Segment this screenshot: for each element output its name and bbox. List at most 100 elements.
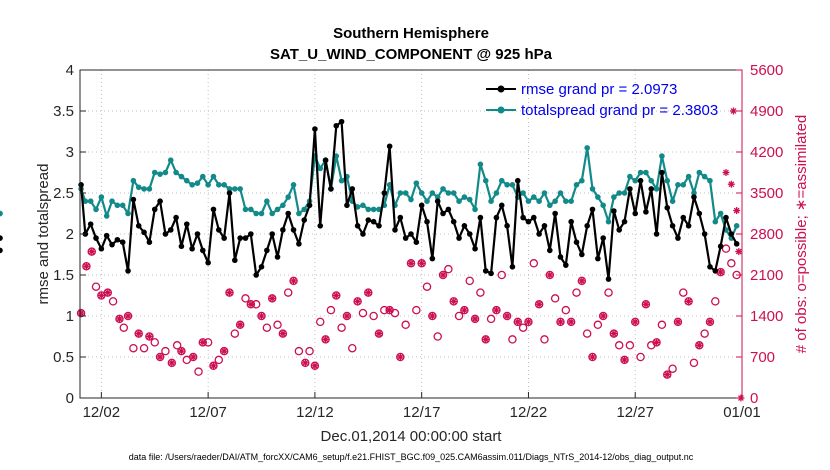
obs-possible-marker <box>326 305 336 315</box>
spread-point <box>296 210 302 217</box>
obs-possible-marker <box>582 329 592 338</box>
spread-point <box>563 198 569 204</box>
spread-point <box>183 177 190 184</box>
rmse-point <box>611 208 617 214</box>
spread-point <box>141 186 147 192</box>
spread-point <box>317 165 324 172</box>
obs-possible-marker <box>465 276 474 286</box>
obs-assimilated-marker <box>145 333 153 340</box>
obs-assimilated-marker <box>722 169 730 176</box>
spread-point <box>579 177 585 184</box>
rmse-point <box>653 231 660 237</box>
rmse-point <box>445 206 452 213</box>
obs-possible-marker <box>369 311 378 321</box>
obs-assimilated-marker <box>177 347 185 355</box>
spread-point <box>568 198 574 204</box>
obs-possible-marker <box>301 358 310 368</box>
obs-assimilated-marker <box>524 318 532 326</box>
rmse-point <box>264 247 270 254</box>
rmse-point <box>93 235 99 241</box>
obs-assimilated-marker <box>450 297 458 305</box>
spread-point <box>717 210 724 217</box>
spread-point <box>669 198 676 204</box>
obs-possible-marker <box>76 308 86 318</box>
y2-tick-label: 4200 <box>750 144 783 161</box>
obs-possible-marker <box>721 244 731 253</box>
obs-possible-marker <box>604 288 613 297</box>
x-axis-label: Dec.01,2014 00:00:00 start <box>321 428 503 445</box>
rmse-point <box>370 218 377 225</box>
obs-possible-marker <box>82 261 91 271</box>
rmse-point <box>466 231 473 237</box>
y2-axis-label: # of obs: o=possible; ∗=assimilated <box>793 115 810 354</box>
obs-possible-marker <box>406 259 416 268</box>
spread-point <box>472 206 478 213</box>
obs-possible-marker <box>167 358 177 368</box>
spread-point <box>637 169 644 176</box>
series-lines <box>0 118 740 282</box>
obs-assimilated-marker <box>717 268 725 276</box>
obs-assimilated-marker <box>199 338 207 346</box>
obs-possible-marker <box>486 314 496 324</box>
obs-assimilated-marker <box>492 306 500 314</box>
spread-point <box>402 190 409 196</box>
rmse-point <box>648 186 655 192</box>
rmse-point <box>248 231 254 237</box>
rmse-point <box>135 223 142 229</box>
rmse-point <box>472 245 478 252</box>
spread-point <box>611 194 617 200</box>
obs-assimilated-marker <box>135 330 143 338</box>
rmse-point <box>78 182 84 188</box>
x-tick-label: 12/02 <box>83 404 121 421</box>
obs-assimilated-marker <box>471 315 479 323</box>
spread-point <box>488 198 494 204</box>
rmse-point <box>338 118 345 125</box>
y2-tick-label: 4900 <box>750 103 783 120</box>
obs-possible-marker <box>572 288 581 297</box>
rmse-point <box>392 227 398 233</box>
rmse-point <box>114 236 121 243</box>
rmse-point <box>344 202 350 209</box>
obs-assimilated-marker <box>290 277 298 285</box>
obs-possible-marker <box>257 311 266 321</box>
rmse-point <box>322 157 329 163</box>
rmse-point <box>365 217 372 223</box>
spread-point <box>696 169 703 176</box>
rmse-point <box>119 239 126 245</box>
obs-possible-marker <box>695 341 704 350</box>
spread-point <box>605 218 612 225</box>
spread-point <box>130 177 137 184</box>
rmse-point <box>547 247 553 254</box>
rmse-point <box>530 214 537 221</box>
spread-point <box>109 198 115 204</box>
y-tick-label: 4 <box>66 62 74 79</box>
y2-tick-label: 2100 <box>750 267 783 284</box>
y-tick-label: 2 <box>66 226 74 243</box>
rmse-point <box>232 257 238 264</box>
obs-possible-marker <box>689 358 699 368</box>
rmse-point <box>691 194 697 200</box>
obs-possible-marker <box>433 332 442 341</box>
obs-possible-marker <box>198 338 208 347</box>
spread-point <box>547 202 553 209</box>
obs-possible-marker <box>497 270 507 280</box>
obs-assimilated-marker <box>247 300 255 308</box>
rmse-point <box>109 241 115 248</box>
y-tick-label: 2.5 <box>53 185 74 202</box>
rmse-point <box>237 235 243 241</box>
obs-possible-marker <box>155 352 165 362</box>
y2-tick-label: 700 <box>750 349 775 366</box>
obs-possible-marker <box>673 317 683 327</box>
obs-possible-marker <box>321 335 330 344</box>
spread-point <box>87 198 94 204</box>
x-tick-label: 12/22 <box>510 404 548 421</box>
obs-possible-marker <box>390 308 400 318</box>
rmse-point <box>397 214 404 221</box>
y-tick-label: 3.5 <box>53 103 74 120</box>
obs-assimilated-marker <box>189 353 197 361</box>
rmse-point <box>493 214 500 221</box>
obs-possible-marker <box>705 317 715 327</box>
obs-possible-marker <box>119 323 129 332</box>
rmse-point <box>317 223 324 229</box>
x-tick-label: 12/17 <box>403 404 441 421</box>
